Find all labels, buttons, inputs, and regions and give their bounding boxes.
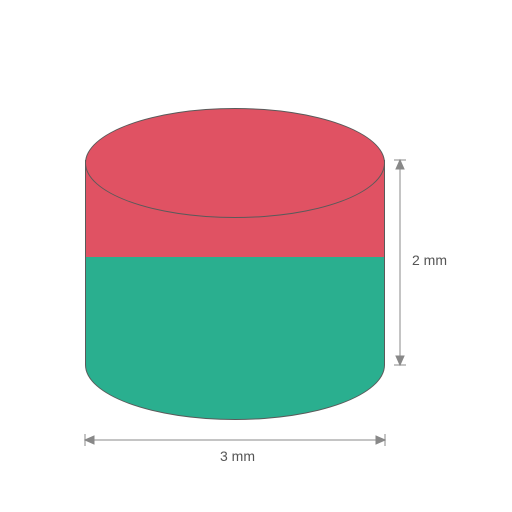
- cylinder-bottom-side: [85, 245, 385, 365]
- diagram-canvas: 3 mm 2 mm: [0, 0, 512, 512]
- diameter-label: 3 mm: [220, 448, 255, 464]
- cylinder-top-face: [85, 108, 385, 218]
- height-label: 2 mm: [412, 252, 447, 268]
